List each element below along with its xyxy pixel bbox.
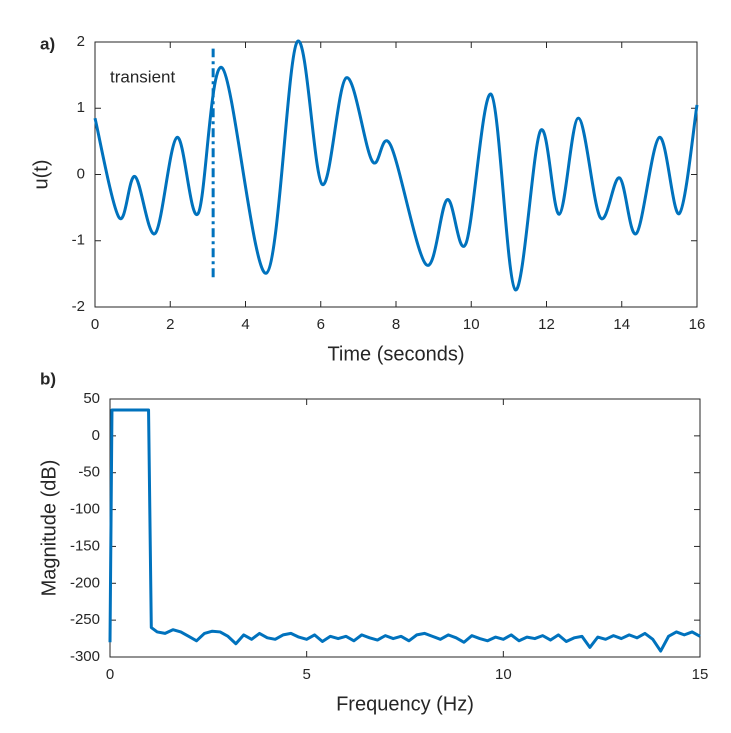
- y-axis-label: Magnitude (dB): [38, 460, 60, 597]
- x-axis-label: Frequency (Hz): [336, 693, 474, 715]
- x-tick-label: 6: [317, 316, 325, 333]
- x-tick-label: 16: [689, 316, 706, 333]
- panel-label: a): [40, 34, 55, 53]
- x-tick-label: 15: [692, 666, 709, 683]
- y-axis-label: u(t): [30, 160, 52, 190]
- y-tick-label: 50: [83, 390, 100, 407]
- y-tick-label: -1: [72, 232, 85, 249]
- y-tick-label: 0: [92, 427, 100, 444]
- x-tick-label: 12: [538, 316, 555, 333]
- y-tick-label: -2: [72, 298, 85, 315]
- y-tick-label: -50: [78, 464, 100, 481]
- y-tick-label: 1: [77, 99, 85, 116]
- x-tick-label: 8: [392, 316, 400, 333]
- y-tick-label: -200: [70, 574, 100, 591]
- x-tick-label: 14: [613, 316, 630, 333]
- x-tick-label: 4: [241, 316, 249, 333]
- data-line: [108, 408, 701, 653]
- data-line: [93, 39, 699, 292]
- x-axis-label: Time (seconds): [327, 343, 464, 365]
- x-tick-label: 10: [463, 316, 480, 333]
- panel-label: b): [40, 369, 56, 388]
- y-tick-label: -150: [70, 537, 100, 554]
- x-tick-label: 0: [91, 316, 99, 333]
- plot-area: [94, 41, 698, 308]
- x-tick-label: 2: [166, 316, 174, 333]
- y-tick-label: -100: [70, 501, 100, 518]
- plot-area: [109, 398, 701, 658]
- y-tick-label: -300: [70, 648, 100, 665]
- x-tick-label: 5: [302, 666, 310, 683]
- y-tick-label: 2: [77, 33, 85, 50]
- y-tick-label: 0: [77, 165, 85, 182]
- x-tick-label: 10: [495, 666, 512, 683]
- annotation: transient: [110, 67, 175, 86]
- x-tick-label: 0: [106, 666, 114, 683]
- y-tick-label: -250: [70, 611, 100, 628]
